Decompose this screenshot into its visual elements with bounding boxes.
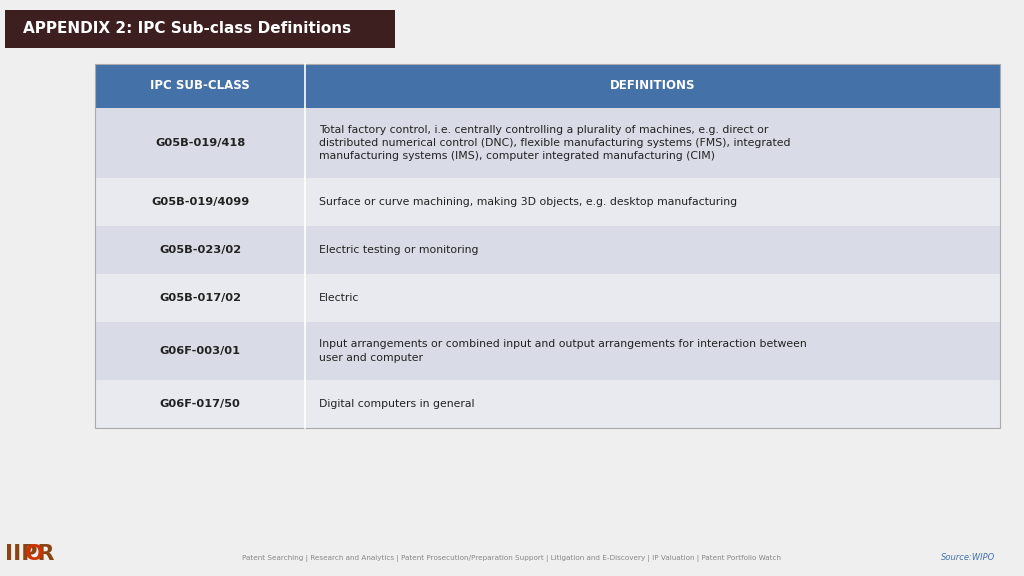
Text: Total factory control, i.e. centrally controlling a plurality of machines, e.g. : Total factory control, i.e. centrally co… xyxy=(319,125,791,161)
Text: G05B-017/02: G05B-017/02 xyxy=(159,293,241,303)
FancyBboxPatch shape xyxy=(95,64,1000,108)
FancyBboxPatch shape xyxy=(95,178,1000,226)
FancyBboxPatch shape xyxy=(95,322,1000,380)
Text: IIPR: IIPR xyxy=(5,544,54,564)
Text: G05B-019/418: G05B-019/418 xyxy=(155,138,245,148)
Text: G06F-017/50: G06F-017/50 xyxy=(160,399,241,409)
Text: Source:WIPO: Source:WIPO xyxy=(941,554,995,563)
Text: G05B-019/4099: G05B-019/4099 xyxy=(151,197,249,207)
Text: Electric testing or monitoring: Electric testing or monitoring xyxy=(319,245,478,255)
Text: G06F-003/01: G06F-003/01 xyxy=(160,346,241,356)
Text: IPC SUB-CLASS: IPC SUB-CLASS xyxy=(151,79,250,93)
FancyBboxPatch shape xyxy=(5,10,395,48)
FancyBboxPatch shape xyxy=(95,274,1000,322)
Text: Surface or curve machining, making 3D objects, e.g. desktop manufacturing: Surface or curve machining, making 3D ob… xyxy=(319,197,737,207)
FancyBboxPatch shape xyxy=(95,380,1000,428)
Text: Patent Searching | Research and Analytics | Patent Prosecution/Preparation Suppo: Patent Searching | Research and Analytic… xyxy=(243,555,781,562)
Text: APPENDIX 2: IPC Sub-class Definitions: APPENDIX 2: IPC Sub-class Definitions xyxy=(23,21,351,36)
Text: Electric: Electric xyxy=(319,293,359,303)
Text: O: O xyxy=(25,544,43,564)
Text: DEFINITIONS: DEFINITIONS xyxy=(609,79,695,93)
FancyBboxPatch shape xyxy=(95,226,1000,274)
Text: G05B-023/02: G05B-023/02 xyxy=(159,245,241,255)
Text: Digital computers in general: Digital computers in general xyxy=(319,399,474,409)
FancyBboxPatch shape xyxy=(95,108,1000,178)
Text: Input arrangements or combined input and output arrangements for interaction bet: Input arrangements or combined input and… xyxy=(319,339,807,363)
